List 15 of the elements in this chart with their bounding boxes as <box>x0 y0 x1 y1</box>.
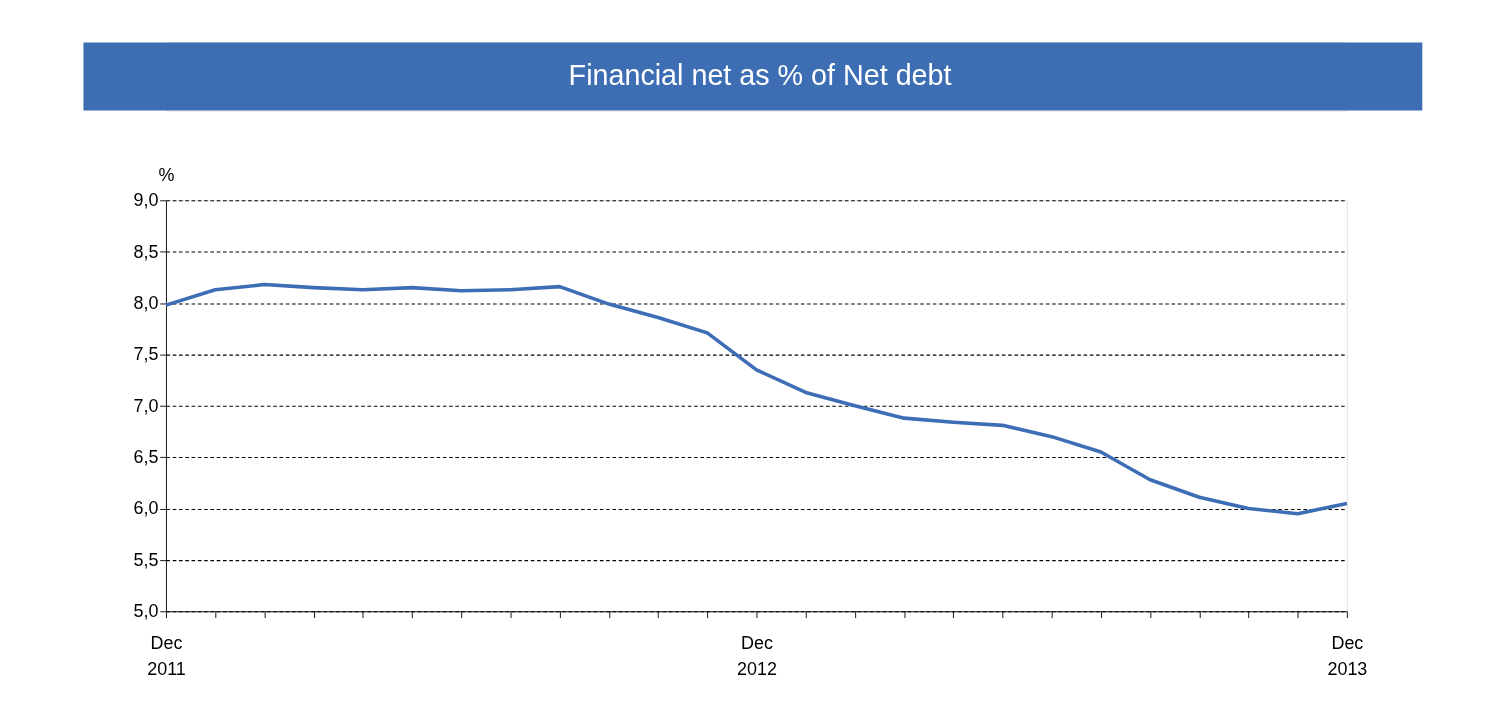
y-tick-label: 8,0 <box>133 292 159 313</box>
y-tick-label: 8,5 <box>133 241 159 262</box>
y-tick-label: 9,0 <box>133 190 159 211</box>
line-series <box>164 282 1349 516</box>
y-tick-label: 6,5 <box>133 447 159 468</box>
y-tick-label: 5,5 <box>133 549 159 570</box>
y-tick-label: 6,0 <box>133 498 159 519</box>
chart-title: Financial net as % of Net debt <box>568 59 952 92</box>
x-tick-label: Dec 2012 <box>736 632 777 680</box>
y-tick-label: 5,0 <box>133 601 159 622</box>
y-axis-title: % <box>158 165 175 186</box>
y-tick-label: 7,5 <box>133 344 159 365</box>
x-tick-label: Dec 2013 <box>1327 632 1368 680</box>
y-tick-label: 7,0 <box>133 395 159 416</box>
x-tick-label: Dec 2011 <box>147 632 186 680</box>
